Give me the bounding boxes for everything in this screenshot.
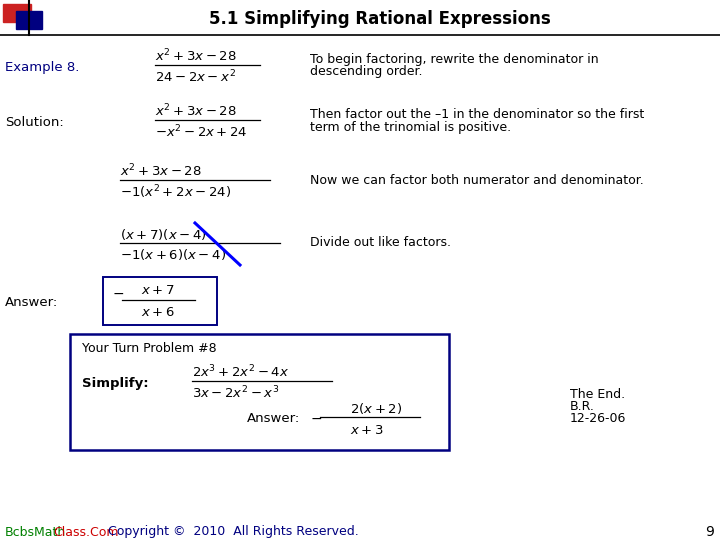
Bar	[3, 4, 31, 22]
Text: $x^2 + 3x - 28$: $x^2 + 3x - 28$	[155, 103, 237, 119]
Text: B.R.: B.R.	[570, 401, 595, 414]
Text: $x + 6$: $x + 6$	[141, 307, 175, 320]
Text: Example 8.: Example 8.	[5, 60, 79, 73]
Text: $x^2 + 3x - 28$: $x^2 + 3x - 28$	[120, 163, 202, 179]
Text: Your Turn Problem #8: Your Turn Problem #8	[82, 342, 217, 355]
Text: 5.1 Simplifying Rational Expressions: 5.1 Simplifying Rational Expressions	[209, 10, 551, 28]
FancyBboxPatch shape	[70, 334, 449, 450]
Text: $-$: $-$	[310, 411, 322, 425]
Text: $-1(x^2 + 2x - 24)$: $-1(x^2 + 2x - 24)$	[120, 183, 231, 201]
Text: Answer:: Answer:	[5, 296, 58, 309]
Text: $24 - 2x - x^2$: $24 - 2x - x^2$	[155, 69, 236, 85]
Text: Copyright ©  2010  All Rights Reserved.: Copyright © 2010 All Rights Reserved.	[100, 525, 359, 538]
Text: To begin factoring, rewrite the denominator in: To begin factoring, rewrite the denomina…	[310, 52, 598, 65]
Text: $x + 3$: $x + 3$	[350, 423, 384, 436]
Text: $2(x + 2)$: $2(x + 2)$	[350, 401, 402, 415]
Text: $x + 7$: $x + 7$	[141, 284, 175, 296]
Text: Simplify:: Simplify:	[82, 376, 148, 389]
Text: The End.: The End.	[570, 388, 625, 402]
Text: Now we can factor both numerator and denominator.: Now we can factor both numerator and den…	[310, 173, 644, 186]
Bar	[16, 11, 42, 29]
Text: $3x - 2x^2 - x^3$: $3x - 2x^2 - x^3$	[192, 384, 279, 401]
Text: 12-26-06: 12-26-06	[570, 413, 626, 426]
FancyBboxPatch shape	[103, 277, 217, 325]
Text: $2x^3 + 2x^2 - 4x$: $2x^3 + 2x^2 - 4x$	[192, 364, 289, 380]
Text: $(x + 7)(x - 4)$: $(x + 7)(x - 4)$	[120, 226, 207, 241]
Text: $-$: $-$	[112, 286, 124, 300]
Text: 9: 9	[705, 525, 714, 539]
Text: $-1(x + 6)(x - 4)$: $-1(x + 6)(x - 4)$	[120, 247, 226, 262]
Text: $x^2 + 3x - 28$: $x^2 + 3x - 28$	[155, 48, 237, 64]
Text: $-x^2 - 2x + 24$: $-x^2 - 2x + 24$	[155, 124, 248, 140]
Text: BcbsMath: BcbsMath	[5, 525, 66, 538]
Text: Class.Com: Class.Com	[53, 525, 119, 538]
Text: Then factor out the –1 in the denominator so the first: Then factor out the –1 in the denominato…	[310, 107, 644, 120]
Text: Solution:: Solution:	[5, 116, 64, 129]
Text: Divide out like factors.: Divide out like factors.	[310, 237, 451, 249]
Text: descending order.: descending order.	[310, 65, 423, 78]
Text: term of the trinomial is positive.: term of the trinomial is positive.	[310, 120, 511, 133]
Text: Answer:: Answer:	[247, 411, 300, 424]
